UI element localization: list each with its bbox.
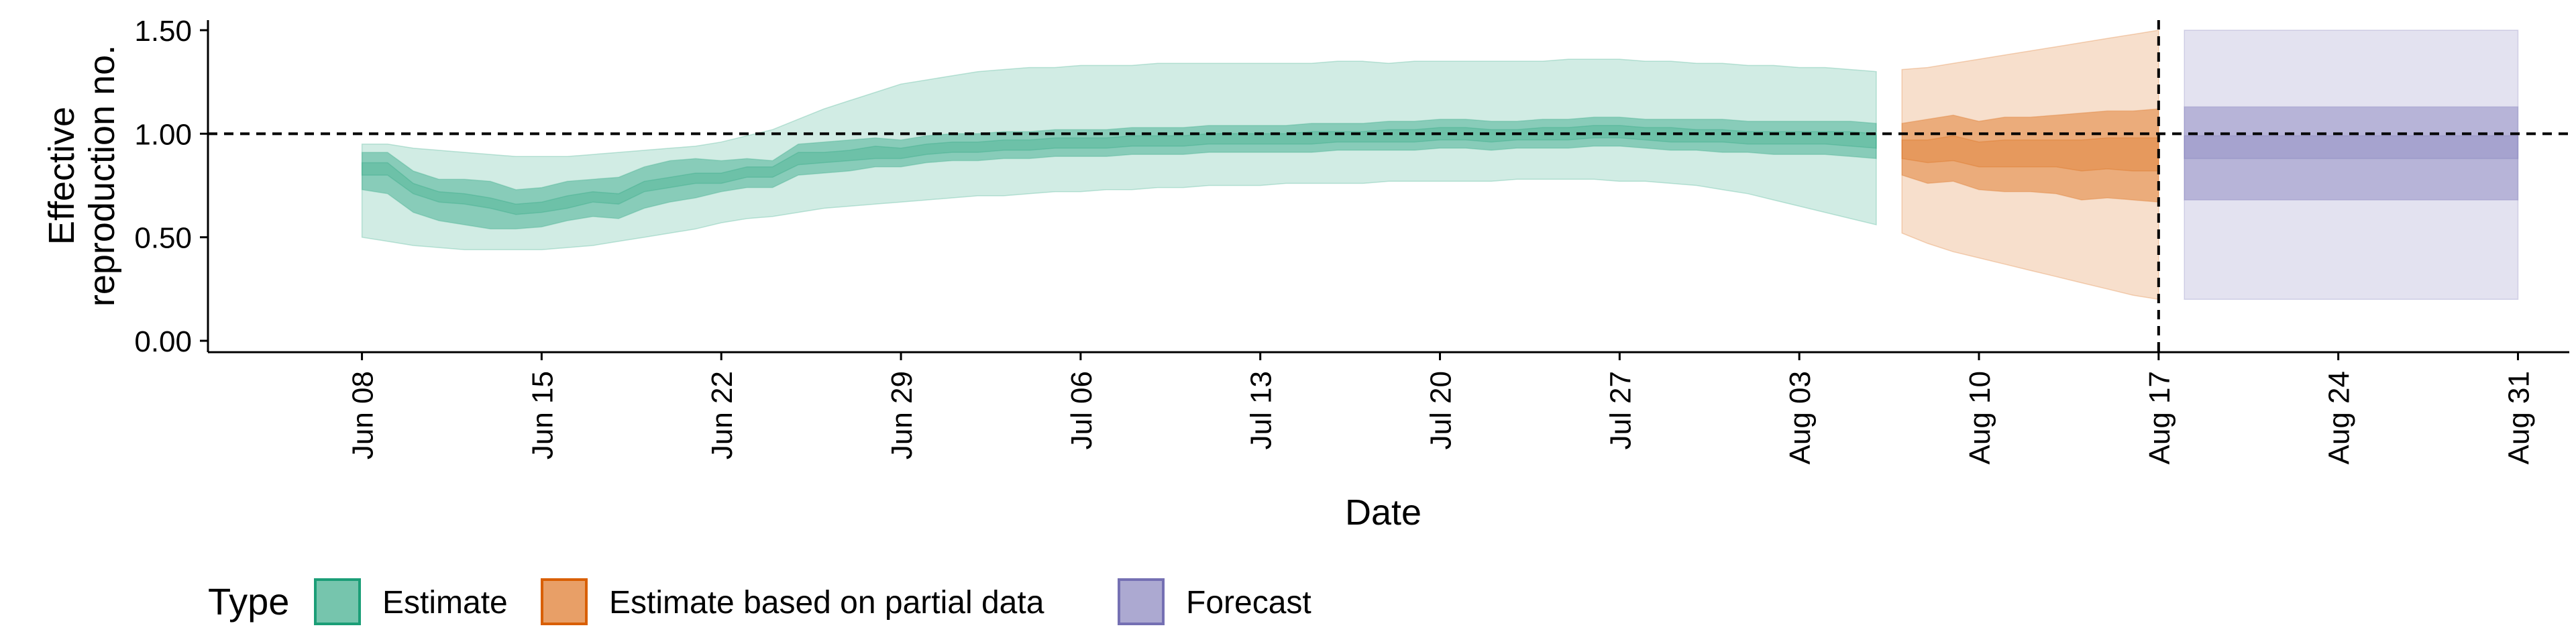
x-axis-title: Date: [1345, 492, 1421, 533]
legend-swatch: [314, 578, 361, 625]
legend-label: Estimate: [382, 585, 508, 621]
x-tick-label: Jul 20: [1425, 371, 1458, 449]
legend-entry-estimate-based-on-partial-data: Estimate based on partial data: [541, 578, 1044, 625]
legend-entry-forecast: Forecast: [1118, 578, 1311, 625]
legend-entry-estimate: Estimate: [314, 578, 508, 625]
legend-label: Forecast: [1186, 585, 1311, 621]
x-tick-label: Aug 17: [2143, 371, 2176, 464]
forecast-band-20: [2184, 135, 2519, 160]
x-tick-label: Aug 10: [1964, 371, 1996, 464]
y-tick-label: 1.50: [134, 15, 192, 48]
axes: [200, 20, 2569, 360]
forecast-band-90: [2184, 30, 2519, 301]
legend: Type Estimate Estimate based on partial da…: [208, 578, 1311, 625]
series-estimate-based-on-partial-data: [1901, 30, 2159, 301]
y-axis-title: Effectivereproduction no.: [42, 45, 122, 307]
x-tick-label: Jul 13: [1245, 371, 1278, 449]
y-tick-label: 1.00: [134, 118, 192, 151]
legend-swatch: [1118, 578, 1165, 625]
x-tick-label: Jun 29: [885, 371, 918, 460]
ribbon-bands: [361, 30, 2519, 301]
x-tick-label: Aug 03: [1784, 371, 1817, 464]
x-tick-label: Aug 31: [2503, 371, 2536, 464]
x-tick-label: Jul 06: [1065, 371, 1098, 449]
estimate-band-50: [361, 116, 1877, 230]
series-estimate: [361, 58, 1877, 250]
estimate-band-90: [361, 58, 1877, 250]
y-tick-label: 0.00: [134, 325, 192, 358]
x-tick-label: Jul 27: [1604, 371, 1637, 449]
legend-label: Estimate based on partial data: [609, 585, 1044, 621]
legend-title: Type: [208, 580, 289, 623]
tick-labels: 0.00 0.50 1.00 1.50 Jun 08 Jun 15 Jun 22 Jun 29…: [134, 15, 2535, 464]
reference-lines: [208, 20, 2569, 352]
legend-swatch: [541, 578, 588, 625]
x-tick-label: Jun 15: [526, 371, 559, 460]
x-tick-label: Jun 08: [347, 371, 380, 460]
x-tick-label: Aug 24: [2323, 371, 2356, 464]
series-forecast: [2184, 30, 2519, 301]
forecast-band-50: [2184, 106, 2519, 201]
y-tick-label: 0.50: [134, 222, 192, 255]
x-tick-label: Jun 22: [706, 371, 739, 460]
